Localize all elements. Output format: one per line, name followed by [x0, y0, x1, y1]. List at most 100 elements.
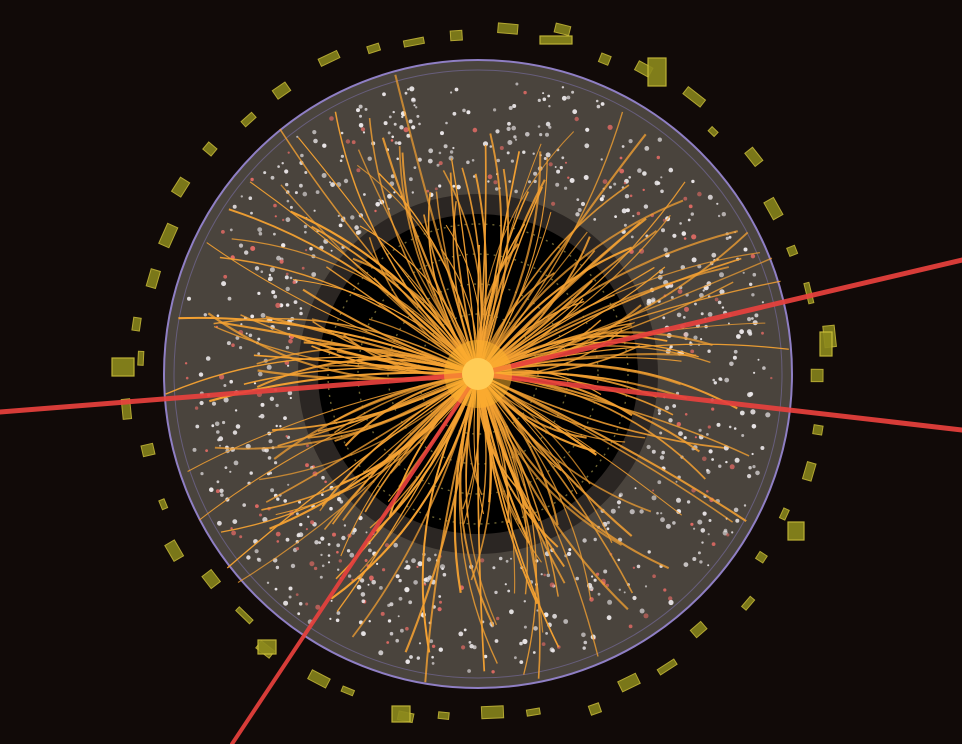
hit-point [533, 179, 537, 184]
hit-point [643, 613, 649, 619]
hit-point [733, 427, 737, 430]
hit-point [426, 189, 430, 193]
hit-point [443, 144, 448, 149]
hit-point [707, 425, 711, 429]
calorimeter-box [597, 52, 612, 66]
hit-point [683, 436, 687, 440]
hit-point [532, 651, 536, 654]
hit-point [299, 183, 303, 188]
hit-point [561, 156, 565, 160]
hit-point [405, 560, 409, 564]
hit-point [431, 655, 434, 659]
calorimeter-box [539, 35, 573, 45]
calorimeter-box [744, 146, 764, 168]
hit-point [311, 272, 317, 277]
hit-point [226, 341, 231, 346]
hit-point [623, 223, 627, 227]
charged-track [465, 373, 498, 626]
calorimeter-box [158, 222, 179, 249]
hit-point [583, 175, 589, 180]
hit-point [232, 430, 238, 435]
hit-point [434, 553, 437, 557]
collision-vertex [462, 358, 494, 390]
hit-point [413, 166, 417, 170]
hit-point [630, 235, 634, 239]
hit-point [690, 212, 694, 216]
hit-point [416, 656, 420, 660]
hit-point [349, 552, 355, 558]
charged-track [477, 280, 781, 375]
hit-point [694, 436, 698, 439]
hit-point [253, 382, 257, 385]
hit-point [270, 488, 275, 493]
hit-point [719, 272, 724, 278]
hit-point [378, 650, 384, 656]
hit-point [732, 355, 737, 360]
hit-point [597, 592, 601, 596]
hit-point [690, 522, 694, 526]
calorimeter-box [803, 281, 815, 305]
hit-point [545, 632, 548, 635]
charged-track [477, 373, 544, 633]
hit-point [548, 105, 551, 108]
hit-point [634, 487, 637, 490]
hit-point [314, 540, 319, 545]
hit-point [751, 317, 754, 320]
hit-point [686, 500, 691, 504]
hit-point [660, 189, 664, 194]
hit-point [438, 151, 442, 155]
hit-point [448, 155, 454, 161]
hit-point [396, 157, 400, 161]
hit-point [275, 565, 280, 570]
hit-point [287, 483, 290, 486]
hit-point [392, 110, 395, 114]
hit-point [646, 298, 652, 304]
calorimeter-box [449, 29, 463, 42]
hit-point [593, 578, 597, 582]
hit-point [691, 257, 697, 263]
hit-point [216, 430, 220, 434]
hit-point [294, 191, 298, 195]
hit-point [642, 188, 645, 192]
hit-point [625, 208, 630, 213]
hit-point [283, 499, 288, 503]
hit-point [363, 193, 366, 196]
hit-point [321, 475, 325, 480]
hit-point [287, 364, 290, 367]
hit-point [277, 165, 280, 168]
hit-point [505, 559, 509, 563]
hit-point [676, 509, 682, 514]
hit-point [198, 372, 204, 377]
hit-point [449, 150, 454, 154]
calorimeter-box [778, 507, 790, 521]
hit-point [533, 626, 538, 631]
hit-point [735, 518, 740, 523]
hit-point [267, 278, 271, 281]
charged-track [477, 257, 773, 375]
hit-point [537, 125, 541, 128]
hit-point [733, 349, 738, 354]
hit-point [329, 116, 334, 121]
hit-point [368, 620, 371, 623]
hit-point [591, 575, 594, 578]
hit-point [283, 600, 289, 606]
hit-point [628, 176, 631, 179]
hit-point [220, 493, 224, 497]
hit-point [548, 162, 553, 167]
hit-point [543, 573, 546, 577]
hit-point [636, 564, 641, 569]
hit-point [751, 293, 755, 297]
charged-track [476, 373, 486, 672]
hit-point [250, 177, 254, 182]
hit-point [415, 106, 418, 109]
charged-track [334, 111, 479, 375]
hit-point [752, 465, 756, 469]
hit-point [692, 557, 697, 561]
detector-hits [184, 82, 773, 674]
hit-point [437, 607, 442, 612]
hit-point [255, 504, 259, 508]
hit-point [656, 155, 660, 160]
hit-point [279, 425, 282, 428]
hit-point [510, 557, 512, 560]
hit-point [512, 104, 517, 108]
